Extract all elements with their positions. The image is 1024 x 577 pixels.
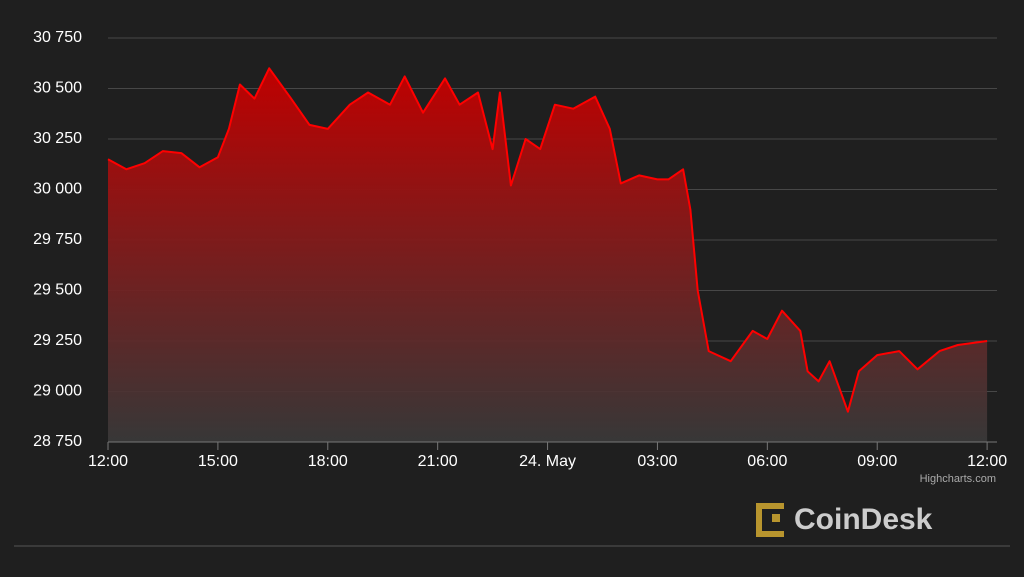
y-tick-label: 29 500 xyxy=(33,282,82,299)
x-tick-label: 18:00 xyxy=(308,453,348,470)
x-tick-label: 12:00 xyxy=(967,453,1007,470)
logo: CoinDesk xyxy=(794,503,933,536)
logo-mark xyxy=(756,503,784,537)
area xyxy=(108,68,988,443)
x-tick-label: 15:00 xyxy=(198,453,238,470)
y-tick-label: 30 250 xyxy=(33,130,82,147)
x-tick-label: 24. May xyxy=(519,453,576,470)
x-tick-label: 12:00 xyxy=(88,453,128,470)
y-tick-label: 30 500 xyxy=(33,80,82,97)
line xyxy=(107,67,988,413)
x-tick-label: 03:00 xyxy=(637,453,677,470)
x-tick-label: 09:00 xyxy=(857,453,897,470)
x-tick-label: 21:00 xyxy=(418,453,458,470)
y-tick-label: 30 750 xyxy=(33,29,82,46)
y-tick-label: 30 000 xyxy=(33,181,82,198)
credits: Highcharts.com xyxy=(920,473,996,485)
y-tick-label: 29 750 xyxy=(33,231,82,248)
y-tick-label: 29 000 xyxy=(33,383,82,400)
y-tick-label: 28 750 xyxy=(33,433,82,450)
x-tick-label: 06:00 xyxy=(747,453,787,470)
y-tick-label: 29 250 xyxy=(33,332,82,349)
